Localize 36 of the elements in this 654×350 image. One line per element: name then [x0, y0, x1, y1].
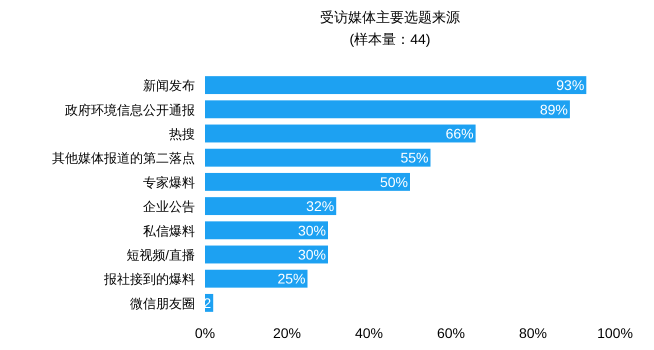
bar [205, 221, 328, 240]
x-tick-label: 40% [354, 325, 384, 341]
bar [205, 172, 410, 191]
data-label: 66% [446, 126, 474, 142]
y-tick-label: 私信爆料 [143, 223, 195, 238]
y-tick-label: 政府环境信息公开通报 [65, 102, 195, 118]
bar [205, 270, 308, 288]
data-label: 30% [298, 222, 326, 238]
bar [205, 197, 336, 216]
y-tick-label: 其他媒体报道的第二落点 [52, 150, 195, 166]
data-label: 50% [380, 174, 408, 190]
x-tick-label: 60% [436, 325, 466, 341]
x-tick-label: 100% [597, 325, 633, 341]
data-label: 25% [277, 270, 306, 287]
bar [205, 246, 328, 264]
x-tick-label: 0% [194, 325, 216, 341]
data-label: 32% [306, 198, 334, 214]
x-tick-label: 20% [272, 325, 302, 341]
y-tick-label: 微信朋友圈 [130, 296, 195, 311]
bar [205, 124, 476, 142]
x-tick-label: 80% [518, 325, 548, 341]
chart-subtitle: (样本量：44) [350, 31, 430, 47]
bar [205, 148, 430, 167]
y-tick-label: 专家爆料 [143, 174, 195, 190]
y-tick-label: 热搜 [169, 126, 195, 142]
y-tick-label: 报社接到的爆料 [103, 272, 195, 287]
bar [205, 76, 586, 94]
data-label: 93% [556, 77, 584, 94]
data-label: 30% [298, 246, 326, 262]
chart-title: 受访媒体主要选题来源 [320, 9, 460, 25]
data-label: 55% [400, 150, 428, 166]
y-tick-label: 新闻发布 [143, 78, 195, 94]
data-label: 89% [540, 101, 568, 118]
bar [205, 100, 570, 118]
y-tick-label: 短视频/直播 [126, 248, 195, 262]
y-tick-label: 企业公告 [143, 199, 195, 214]
